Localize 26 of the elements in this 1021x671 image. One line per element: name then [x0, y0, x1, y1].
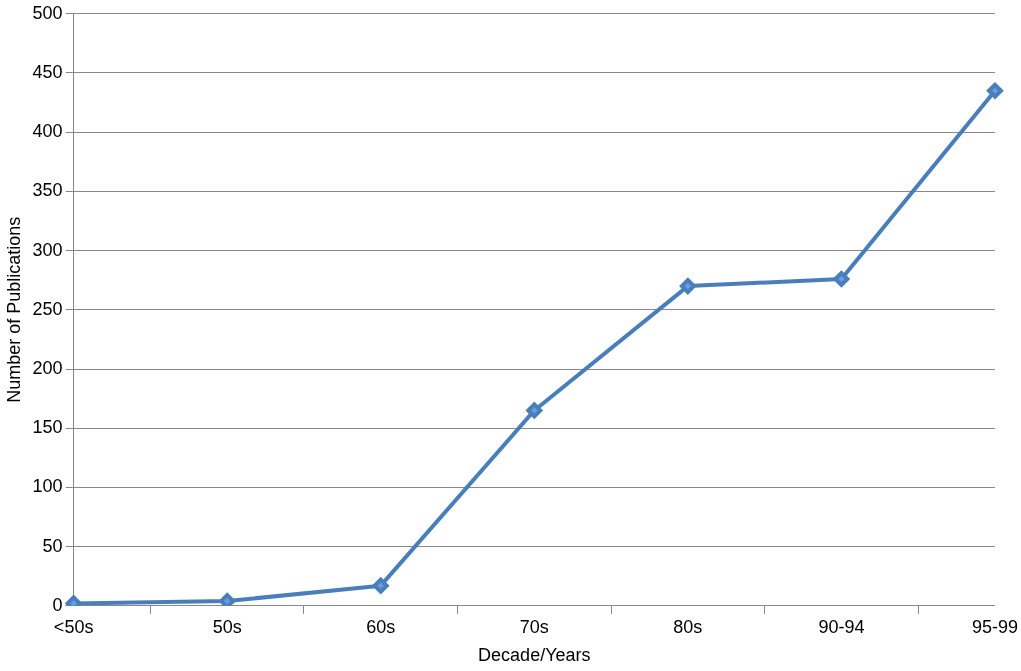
point [679, 278, 696, 295]
y-tick-label: 250 [32, 298, 63, 319]
point [372, 577, 389, 594]
point [833, 271, 850, 288]
y-tick-label: 200 [32, 357, 63, 378]
x-tick-label: 80s [673, 616, 703, 637]
x-tick-label: 60s [366, 616, 396, 637]
y-tick-label: 100 [32, 476, 63, 497]
y-tick-label: 400 [32, 121, 63, 142]
point [219, 593, 236, 606]
y-tick-label: 150 [32, 417, 63, 438]
point [986, 82, 1003, 99]
y-tick-label: 300 [32, 239, 63, 260]
y-tick-label: 500 [32, 2, 63, 23]
y-tick-label: 0 [52, 594, 63, 615]
x-axis-title: Decade/Years [478, 645, 591, 666]
y-tick-label: 450 [32, 61, 63, 82]
point [526, 402, 543, 419]
x-tick-label: 50s [212, 616, 242, 637]
y-tick-label: 50 [42, 535, 63, 556]
y-tick-label: 350 [32, 180, 63, 201]
x-tick-label: 70s [519, 616, 549, 637]
y-axis-title: Number of Publications [3, 216, 24, 403]
x-tick-label: 95-99 [971, 616, 1018, 637]
x-tick-label: <50s [53, 616, 94, 637]
x-tick-label: 90-94 [818, 616, 865, 637]
